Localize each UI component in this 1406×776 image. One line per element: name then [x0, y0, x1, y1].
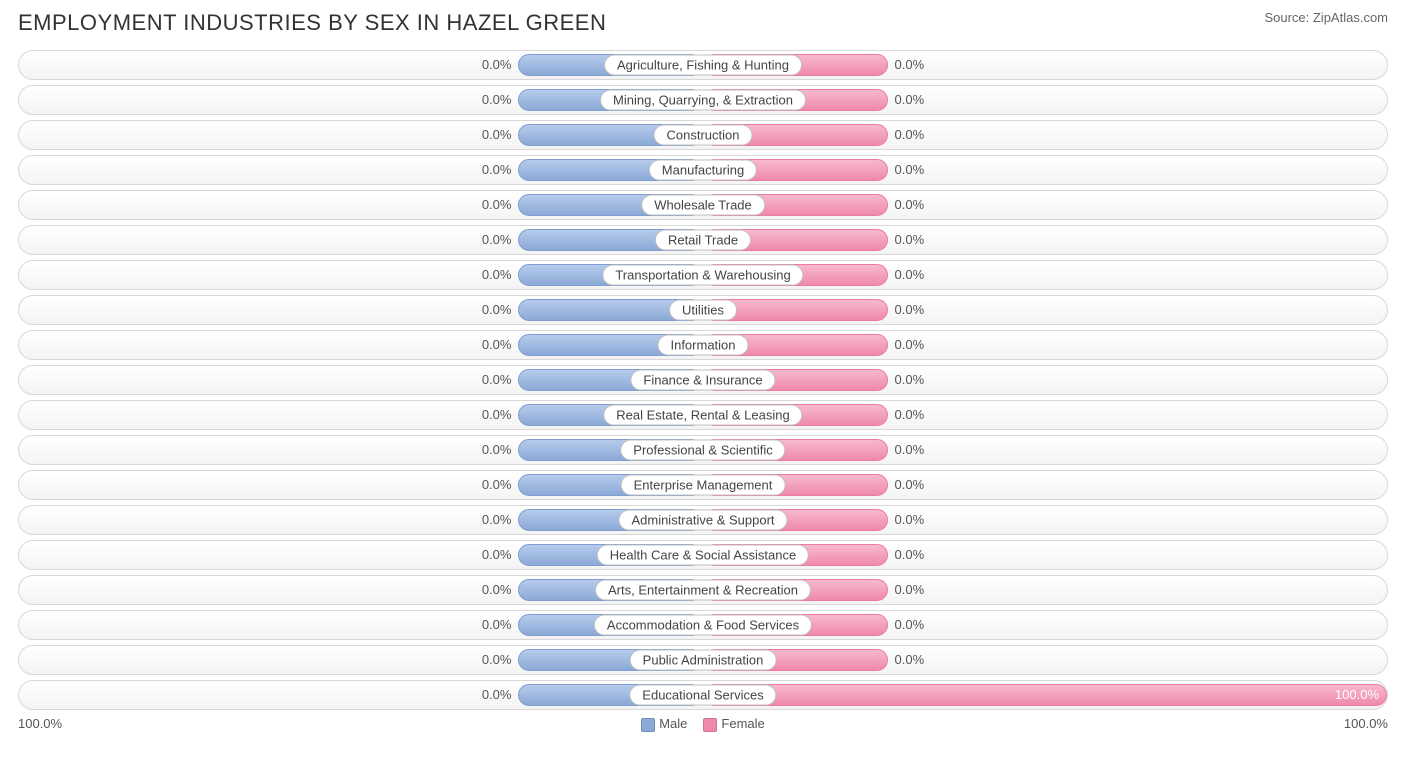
female-value: 0.0% [895, 541, 925, 569]
male-value: 0.0% [482, 471, 512, 499]
female-value: 0.0% [895, 436, 925, 464]
category-label: Finance & Insurance [630, 370, 775, 391]
category-label: Real Estate, Rental & Leasing [603, 405, 802, 426]
female-bar [703, 684, 1387, 706]
male-value: 0.0% [482, 191, 512, 219]
female-value: 0.0% [895, 226, 925, 254]
category-label: Transportation & Warehousing [602, 265, 803, 286]
category-label: Arts, Entertainment & Recreation [595, 580, 811, 601]
category-label: Administrative & Support [618, 510, 787, 531]
chart-row: 0.0% 0.0% Enterprise Management [18, 470, 1388, 500]
male-value: 0.0% [482, 506, 512, 534]
female-value: 0.0% [895, 296, 925, 324]
female-value: 0.0% [895, 86, 925, 114]
chart-row: 0.0% 0.0% Information [18, 330, 1388, 360]
category-label: Health Care & Social Assistance [597, 545, 809, 566]
category-label: Public Administration [630, 650, 777, 671]
male-value: 0.0% [482, 681, 512, 709]
chart-row: 0.0% 0.0% Retail Trade [18, 225, 1388, 255]
female-value: 0.0% [895, 121, 925, 149]
chart-row: 0.0% 0.0% Agriculture, Fishing & Hunting [18, 50, 1388, 80]
male-value: 0.0% [482, 331, 512, 359]
chart-row: 0.0% 100.0% Educational Services [18, 680, 1388, 710]
category-label: Professional & Scientific [620, 440, 785, 461]
chart-header: EMPLOYMENT INDUSTRIES BY SEX IN HAZEL GR… [18, 10, 1388, 36]
chart-row: 0.0% 0.0% Public Administration [18, 645, 1388, 675]
male-value: 0.0% [482, 541, 512, 569]
category-label: Educational Services [629, 685, 776, 706]
chart-row: 0.0% 0.0% Professional & Scientific [18, 435, 1388, 465]
female-value: 0.0% [895, 576, 925, 604]
chart-row: 0.0% 0.0% Transportation & Warehousing [18, 260, 1388, 290]
male-value: 0.0% [482, 296, 512, 324]
chart-footer: 100.0% Male Female 100.0% [18, 716, 1388, 732]
male-value: 0.0% [482, 226, 512, 254]
category-label: Information [657, 335, 748, 356]
female-value: 0.0% [895, 506, 925, 534]
category-label: Wholesale Trade [641, 195, 765, 216]
female-value: 0.0% [895, 401, 925, 429]
category-label: Utilities [669, 300, 737, 321]
female-value: 0.0% [895, 611, 925, 639]
axis-right-label: 100.0% [1344, 716, 1388, 731]
category-label: Manufacturing [649, 160, 757, 181]
legend-female-label: Female [721, 716, 764, 731]
chart-row: 0.0% 0.0% Mining, Quarrying, & Extraction [18, 85, 1388, 115]
female-value: 100.0% [1335, 681, 1379, 709]
chart-row: 0.0% 0.0% Health Care & Social Assistance [18, 540, 1388, 570]
chart-row: 0.0% 0.0% Utilities [18, 295, 1388, 325]
male-value: 0.0% [482, 401, 512, 429]
legend-female: Female [703, 716, 764, 732]
chart-row: 0.0% 0.0% Construction [18, 120, 1388, 150]
male-value: 0.0% [482, 121, 512, 149]
legend-male: Male [641, 716, 687, 732]
category-label: Accommodation & Food Services [594, 615, 812, 636]
chart-row: 0.0% 0.0% Accommodation & Food Services [18, 610, 1388, 640]
male-value: 0.0% [482, 261, 512, 289]
category-label: Retail Trade [655, 230, 751, 251]
female-value: 0.0% [895, 471, 925, 499]
female-value: 0.0% [895, 51, 925, 79]
male-value: 0.0% [482, 51, 512, 79]
female-value: 0.0% [895, 191, 925, 219]
chart-legend: Male Female [641, 716, 765, 732]
female-value: 0.0% [895, 261, 925, 289]
female-swatch-icon [703, 718, 717, 732]
male-value: 0.0% [482, 646, 512, 674]
chart-title: EMPLOYMENT INDUSTRIES BY SEX IN HAZEL GR… [18, 10, 606, 36]
male-value: 0.0% [482, 576, 512, 604]
chart-source: Source: ZipAtlas.com [1264, 10, 1388, 25]
chart-row: 0.0% 0.0% Real Estate, Rental & Leasing [18, 400, 1388, 430]
category-label: Enterprise Management [621, 475, 786, 496]
male-value: 0.0% [482, 366, 512, 394]
chart-area: 0.0%0.0%Agriculture, Fishing & Hunting0.… [18, 50, 1388, 710]
male-swatch-icon [641, 718, 655, 732]
chart-row: 0.0% 0.0% Finance & Insurance [18, 365, 1388, 395]
chart-row: 0.0% 0.0% Manufacturing [18, 155, 1388, 185]
male-value: 0.0% [482, 86, 512, 114]
male-value: 0.0% [482, 156, 512, 184]
female-value: 0.0% [895, 331, 925, 359]
category-label: Mining, Quarrying, & Extraction [600, 90, 806, 111]
chart-row: 0.0% 0.0% Administrative & Support [18, 505, 1388, 535]
category-label: Construction [654, 125, 753, 146]
male-value: 0.0% [482, 436, 512, 464]
male-value: 0.0% [482, 611, 512, 639]
legend-male-label: Male [659, 716, 687, 731]
chart-row: 0.0% 0.0% Arts, Entertainment & Recreation [18, 575, 1388, 605]
female-value: 0.0% [895, 366, 925, 394]
category-label: Agriculture, Fishing & Hunting [604, 55, 802, 76]
female-value: 0.0% [895, 156, 925, 184]
female-value: 0.0% [895, 646, 925, 674]
axis-left-label: 100.0% [18, 716, 62, 731]
chart-row: 0.0% 0.0% Wholesale Trade [18, 190, 1388, 220]
